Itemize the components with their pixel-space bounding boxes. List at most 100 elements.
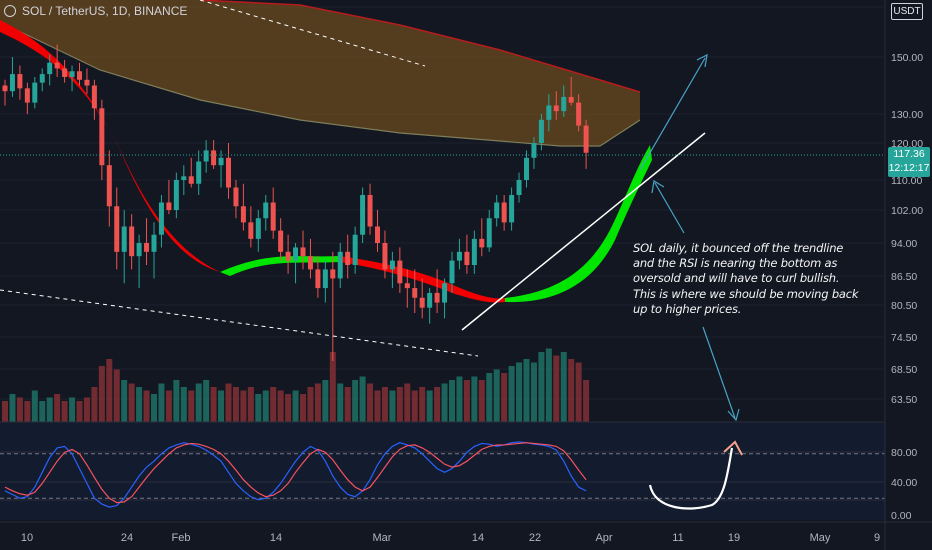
volume-bar (381, 387, 388, 422)
candle-body (486, 218, 492, 248)
oscillator (0, 440, 885, 510)
candle-body (121, 226, 127, 252)
time-tick-label: 14 (270, 532, 282, 544)
candle-body (240, 206, 246, 223)
volume-bar (396, 387, 403, 422)
volume-bar (9, 394, 16, 422)
osc-tick-label: 80.00 (891, 447, 917, 459)
osc-projection-head (723, 440, 743, 456)
volume-bar (449, 380, 455, 422)
candle-body (144, 243, 150, 252)
candle-body (524, 157, 529, 180)
pointer-head (651, 180, 665, 194)
arrow-up-head (696, 53, 708, 68)
price-tick-label: 63.50 (891, 394, 917, 406)
symbol-header[interactable]: SOL / TetherUS, 1D, BINANCE (4, 4, 187, 18)
volume-bar (128, 383, 135, 422)
candle-body (315, 269, 321, 289)
volume-bar (232, 387, 239, 422)
volume-bar (255, 394, 262, 422)
candle-body (412, 288, 418, 298)
volume-bar (314, 383, 321, 422)
candle-body (263, 202, 269, 219)
candle-body (99, 108, 105, 166)
price-tick-label: 80.50 (891, 300, 917, 312)
candle-body (576, 102, 582, 126)
candle-body (404, 283, 410, 289)
candle-body (285, 251, 291, 261)
oscillator-axis[interactable]: 80.00 40.00 0.00 (891, 447, 917, 522)
analysis-note[interactable]: SOL daily, it bounced off the trendline … (633, 241, 859, 316)
price-tick-label: 130.00 (891, 109, 923, 121)
candle-body (568, 96, 574, 103)
candle-body (69, 71, 75, 77)
time-tick-label: 11 (672, 532, 683, 544)
drawing-lines[interactable] (0, 0, 885, 422)
symbol-logo-icon (4, 5, 16, 17)
price-tick-label: 110.00 (891, 175, 922, 187)
price-tick-label: 68.50 (891, 364, 917, 376)
volume-bar (389, 390, 396, 422)
candle-body (91, 85, 97, 109)
volume-bar (516, 362, 523, 422)
candle-body (211, 150, 217, 166)
volume-bar (218, 390, 225, 422)
volume-bar (419, 387, 426, 422)
candle-body (233, 187, 239, 207)
candle-body (158, 202, 164, 235)
candle-body (352, 234, 358, 265)
volume-bar (530, 362, 537, 422)
candle-body (471, 238, 477, 265)
volume-bar (195, 383, 202, 422)
dashed-line-lower (0, 289, 479, 357)
volume-bar (508, 366, 515, 422)
volume-bar (359, 376, 366, 422)
volume-bar (46, 397, 53, 422)
candle-body (218, 157, 224, 166)
dashed-line-upper (199, 0, 426, 67)
volume-bar (91, 387, 98, 422)
candle-body (136, 243, 142, 257)
candle-body (293, 247, 299, 261)
volume-bar (262, 390, 269, 422)
candle-body (166, 202, 172, 210)
candle-body (494, 202, 500, 219)
candle-body (442, 283, 448, 303)
volume-bar (240, 390, 247, 422)
candle-body (434, 292, 440, 303)
candle-body (2, 85, 8, 92)
candle-body (464, 251, 470, 265)
volume-bar (136, 387, 143, 422)
candle-body (77, 71, 82, 80)
candle-body (367, 195, 373, 227)
volume-bar (434, 387, 441, 422)
volume-bar (471, 376, 478, 422)
currency-unit-badge[interactable]: USDT (891, 3, 923, 20)
volume-bar (173, 380, 180, 422)
volume-bar (285, 394, 292, 422)
time-tick-label: 9 (874, 532, 880, 544)
volume-bar (426, 390, 433, 422)
volume-bar (83, 397, 90, 422)
trendline (461, 132, 706, 331)
volume-bar (247, 387, 254, 422)
candle-body (17, 74, 23, 89)
price-tick-label: 150.00 (891, 52, 923, 64)
volume-bar (69, 397, 76, 422)
candle-body (397, 260, 403, 284)
volume-bar (300, 394, 306, 422)
candle-body (39, 74, 45, 83)
time-tick-label: May (810, 532, 831, 544)
candle-body (538, 119, 544, 143)
candle-body (382, 243, 388, 270)
time-tick-label: Feb (172, 532, 191, 544)
volume-bar (344, 387, 351, 422)
volume-bar (583, 380, 590, 422)
candle-body (278, 230, 284, 252)
time-axis[interactable]: 10 24 Feb 14 Mar 14 22 Apr 11 19 May 9 (21, 532, 880, 544)
volume-bar (560, 352, 567, 422)
osc-tick-label: 40.00 (891, 477, 917, 489)
candles[interactable] (2, 44, 589, 362)
volume-bar (24, 401, 31, 422)
